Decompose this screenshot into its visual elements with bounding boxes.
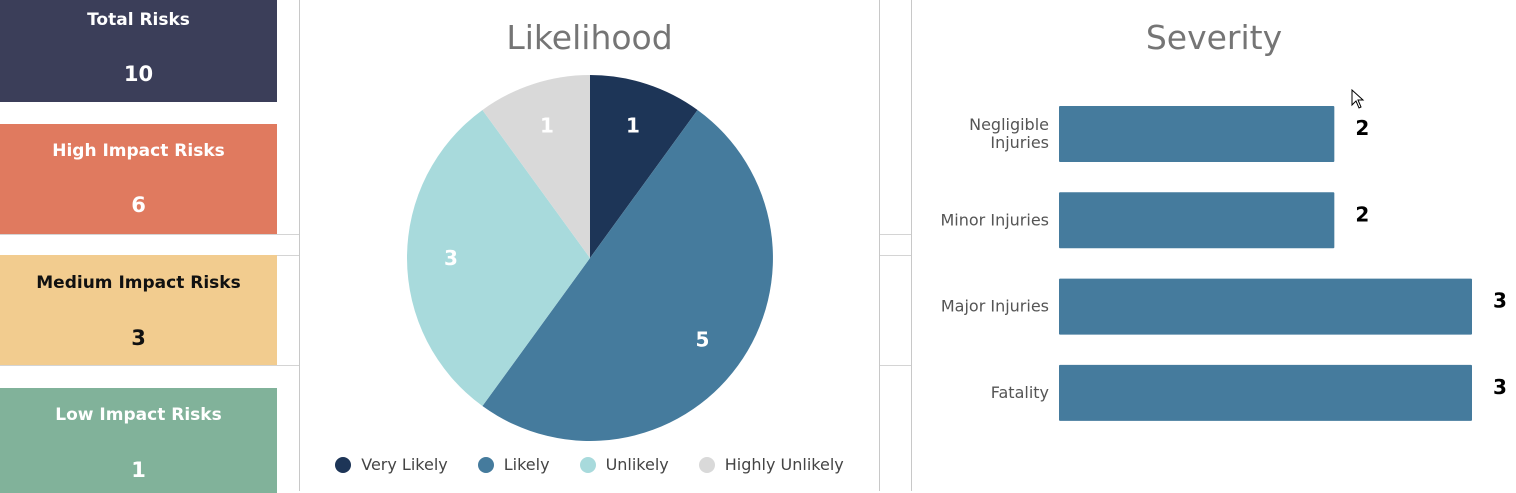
legend-swatch bbox=[335, 456, 352, 473]
medium-impact-risks-value: 3 bbox=[131, 326, 146, 350]
bar-category-label: Fatality bbox=[991, 383, 1049, 402]
bar-category-label: Minor Injuries bbox=[941, 210, 1050, 229]
pie-data-label-highly-unlikely: 1 bbox=[540, 114, 554, 138]
pie-data-label-unlikely: 3 bbox=[444, 246, 458, 270]
legend-swatch bbox=[579, 456, 596, 473]
high-impact-risks-card: High Impact Risks 6 bbox=[0, 124, 277, 234]
pie-slice-highly-unlikely[interactable] bbox=[482, 75, 590, 258]
panel-border bbox=[911, 0, 912, 491]
high-impact-risks-value: 6 bbox=[131, 193, 146, 217]
panel-border bbox=[299, 0, 300, 491]
bar-data-label-negligible-injuries: 2 bbox=[1355, 116, 1369, 140]
legend-item-likely[interactable]: Likely bbox=[477, 455, 550, 474]
legend-label: Likely bbox=[503, 455, 550, 474]
bar-data-label-major-injuries: 3 bbox=[1493, 289, 1507, 313]
low-impact-risks-card: Low Impact Risks 1 bbox=[0, 386, 277, 493]
pie-slice-unlikely[interactable] bbox=[406, 109, 590, 407]
likelihood-chart-title: Likelihood bbox=[506, 18, 673, 57]
low-impact-risks-label: Low Impact Risks bbox=[55, 405, 222, 425]
legend-item-unlikely[interactable]: Unlikely bbox=[579, 455, 669, 474]
bar-category-label: Major Injuries bbox=[941, 297, 1049, 316]
high-impact-risks-label: High Impact Risks bbox=[52, 141, 225, 161]
pie-data-label-very-likely: 1 bbox=[626, 114, 640, 138]
bar-fatality[interactable] bbox=[1059, 364, 1472, 421]
bar-minor-injuries[interactable] bbox=[1059, 192, 1335, 249]
severity-panel: Severity Negligible Injuries 2 Minor Injuri… bbox=[912, 0, 1516, 491]
pie-slice-very-likely[interactable] bbox=[590, 75, 698, 258]
legend-item-very-likely[interactable]: Very Likely bbox=[335, 455, 448, 474]
bar-major-injuries[interactable] bbox=[1059, 278, 1472, 335]
total-risks-label: Total Risks bbox=[87, 10, 190, 30]
bar-category-label: Negligible bbox=[969, 115, 1049, 134]
likelihood-legend: Very Likely Likely Unlikely Highly Unlikely bbox=[300, 455, 879, 474]
legend-label: Very Likely bbox=[361, 455, 448, 474]
mouse-cursor-icon bbox=[1351, 89, 1365, 109]
bar-data-label-minor-injuries: 2 bbox=[1355, 202, 1369, 226]
bar-category-label: Injuries bbox=[990, 133, 1049, 152]
legend-swatch bbox=[477, 456, 494, 473]
legend-label: Highly Unlikely bbox=[724, 455, 844, 474]
legend-swatch bbox=[698, 456, 715, 473]
pie-slice-likely[interactable] bbox=[482, 109, 773, 441]
pie-data-label-likely: 5 bbox=[696, 328, 710, 352]
bar-negligible-injuries[interactable] bbox=[1059, 106, 1335, 162]
total-risks-card: Total Risks 10 bbox=[0, 0, 277, 102]
bar-data-label-fatality: 3 bbox=[1493, 375, 1507, 399]
low-impact-risks-value: 1 bbox=[131, 458, 146, 482]
panel-border bbox=[879, 0, 880, 491]
medium-impact-risks-card: Medium Impact Risks 3 bbox=[0, 255, 277, 365]
legend-item-highly-unlikely[interactable]: Highly Unlikely bbox=[698, 455, 844, 474]
legend-label: Unlikely bbox=[605, 455, 669, 474]
total-risks-value: 10 bbox=[123, 62, 154, 86]
severity-chart-title: Severity bbox=[1145, 18, 1283, 57]
medium-impact-risks-label: Medium Impact Risks bbox=[36, 273, 241, 293]
